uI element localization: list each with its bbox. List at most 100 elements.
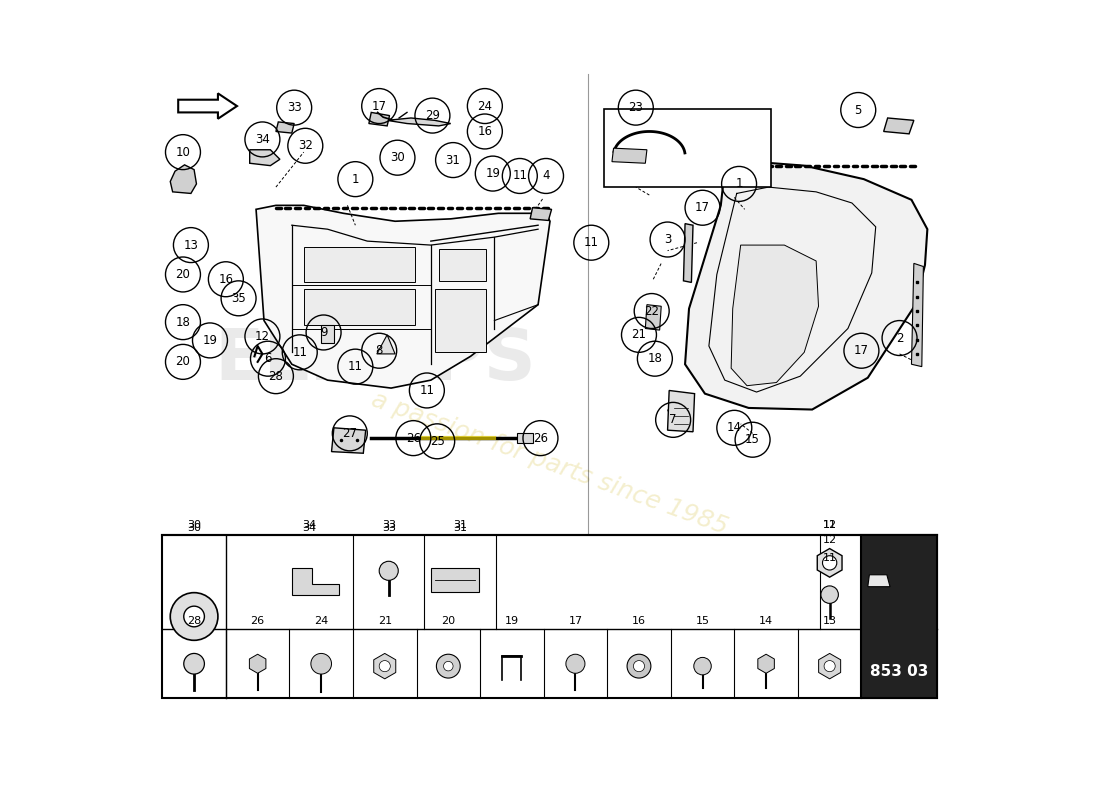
Text: 11: 11	[823, 520, 837, 530]
Text: 30: 30	[187, 523, 201, 534]
Text: 17: 17	[569, 616, 583, 626]
Text: 26: 26	[534, 432, 548, 445]
Text: 11: 11	[293, 346, 307, 359]
Text: 18: 18	[648, 352, 662, 365]
Text: 10: 10	[176, 146, 190, 158]
Text: 14: 14	[759, 616, 773, 626]
FancyBboxPatch shape	[304, 246, 415, 282]
Text: 17: 17	[854, 344, 869, 358]
Text: 30: 30	[390, 151, 405, 164]
Circle shape	[823, 556, 837, 570]
Text: 19: 19	[485, 167, 501, 180]
FancyBboxPatch shape	[304, 289, 415, 325]
Text: 15: 15	[695, 616, 710, 626]
Text: 3: 3	[664, 233, 671, 246]
Text: 24: 24	[315, 616, 328, 626]
Text: 16: 16	[219, 273, 233, 286]
Polygon shape	[170, 165, 197, 194]
Polygon shape	[276, 122, 294, 133]
Circle shape	[379, 661, 390, 672]
Text: 34: 34	[302, 520, 317, 530]
Text: 29: 29	[425, 109, 440, 122]
Bar	[604, 110, 771, 187]
Text: 15: 15	[745, 434, 760, 446]
Text: 17: 17	[372, 99, 387, 113]
Polygon shape	[912, 263, 923, 366]
Text: 16: 16	[632, 616, 646, 626]
Text: 26: 26	[406, 432, 421, 445]
Polygon shape	[683, 224, 693, 282]
Text: 33: 33	[382, 520, 396, 530]
Bar	[861, 535, 937, 698]
Text: 14: 14	[727, 422, 741, 434]
Text: 11: 11	[348, 360, 363, 373]
Text: 20: 20	[176, 355, 190, 368]
Text: 19: 19	[505, 616, 519, 626]
Text: 24: 24	[477, 99, 493, 113]
Text: 33: 33	[382, 523, 396, 534]
Text: 31: 31	[453, 520, 468, 530]
Circle shape	[311, 654, 331, 674]
Text: 6: 6	[264, 352, 272, 365]
Polygon shape	[387, 118, 451, 126]
Polygon shape	[368, 113, 389, 126]
Text: 18: 18	[176, 316, 190, 329]
Circle shape	[694, 658, 712, 675]
Text: 5: 5	[855, 103, 862, 117]
Polygon shape	[530, 208, 551, 221]
Text: 11: 11	[823, 553, 837, 563]
Text: 20: 20	[441, 616, 455, 626]
Text: 20: 20	[176, 268, 190, 281]
Circle shape	[565, 654, 585, 674]
Text: 33: 33	[287, 101, 301, 114]
Text: 25: 25	[430, 435, 444, 448]
Text: 34: 34	[255, 133, 270, 146]
Text: 31: 31	[446, 154, 461, 166]
Text: 2: 2	[895, 331, 903, 345]
Circle shape	[824, 661, 835, 672]
Text: 19: 19	[202, 334, 218, 347]
Text: 11: 11	[584, 236, 598, 250]
Text: 16: 16	[477, 125, 493, 138]
Polygon shape	[517, 434, 532, 443]
Bar	[163, 535, 937, 698]
Text: 1: 1	[352, 173, 359, 186]
Circle shape	[184, 606, 205, 627]
Circle shape	[170, 593, 218, 640]
Polygon shape	[331, 428, 365, 454]
Polygon shape	[668, 390, 694, 432]
Text: 23: 23	[628, 101, 643, 114]
Text: 13: 13	[823, 616, 837, 626]
Text: 30: 30	[187, 520, 201, 530]
Text: 21: 21	[631, 328, 647, 342]
Text: 11: 11	[419, 384, 435, 397]
FancyBboxPatch shape	[431, 569, 478, 592]
Text: ELDOPS: ELDOPS	[214, 326, 536, 394]
Text: 11: 11	[513, 170, 527, 182]
Text: 28: 28	[187, 616, 201, 626]
Text: 4: 4	[542, 170, 550, 182]
Text: 35: 35	[231, 292, 246, 305]
Text: 26: 26	[251, 616, 265, 626]
Text: 12: 12	[823, 520, 837, 530]
Text: 28: 28	[268, 370, 284, 382]
Text: 22: 22	[645, 305, 659, 318]
Circle shape	[184, 654, 205, 674]
Polygon shape	[178, 94, 236, 118]
Text: 12: 12	[823, 534, 837, 545]
Circle shape	[821, 586, 838, 603]
Text: 32: 32	[298, 139, 312, 152]
Text: 13: 13	[184, 238, 198, 251]
Polygon shape	[732, 245, 818, 386]
Polygon shape	[868, 574, 890, 586]
FancyBboxPatch shape	[439, 249, 486, 281]
Circle shape	[379, 562, 398, 580]
Polygon shape	[321, 326, 334, 342]
Polygon shape	[646, 305, 661, 330]
Circle shape	[627, 654, 651, 678]
Text: 17: 17	[695, 202, 710, 214]
Polygon shape	[883, 118, 914, 134]
Polygon shape	[250, 150, 279, 166]
Text: 27: 27	[342, 427, 358, 440]
Text: 31: 31	[453, 523, 468, 534]
